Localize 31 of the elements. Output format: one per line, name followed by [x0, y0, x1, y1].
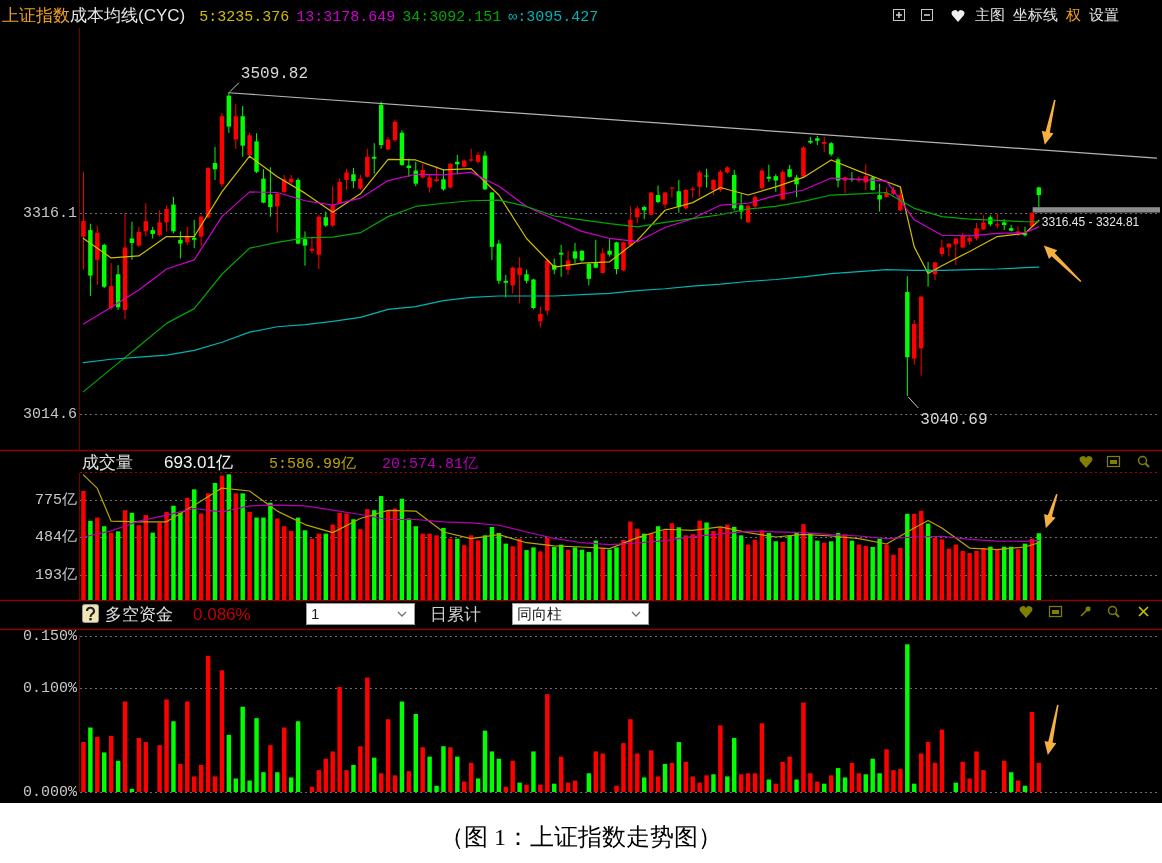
y-tick-label: 0.000%	[22, 784, 78, 801]
chart-subtitle: 0.086%	[193, 605, 251, 624]
y-tick-label: 775亿	[34, 492, 77, 509]
text: 坐标线	[1013, 6, 1058, 23]
text: 日累计	[430, 605, 481, 624]
text: 1	[311, 605, 320, 622]
text: 设置	[1089, 6, 1119, 23]
text: 20:574.81亿	[382, 456, 479, 473]
annotation: 3509.82	[240, 64, 309, 83]
chart-title: 多空资金	[105, 605, 173, 624]
text: 13:3178.649	[296, 9, 396, 26]
text: 权	[1065, 6, 1081, 23]
y-tick-label: 484亿	[34, 529, 77, 546]
text: ∞:3095.427	[508, 9, 599, 26]
text: 主图	[975, 6, 1005, 23]
band-label: 3316.45 - 3324.81	[1041, 214, 1140, 229]
y-tick-label: 3014.6	[22, 406, 77, 423]
chart-title: 上证指数	[2, 6, 70, 25]
text: （图 1：上证指数走势图）	[440, 824, 722, 850]
series-label: 5:586.99亿	[269, 456, 357, 473]
text: 5:3235.376	[199, 9, 290, 26]
y-tick-label: 0.150%	[22, 628, 78, 645]
chart-subtitle: 693.01亿	[164, 453, 233, 472]
y-tick-label: 193亿	[34, 567, 77, 584]
chart-title: 成交量	[82, 453, 133, 472]
text: 34:3092.151	[402, 9, 502, 26]
text: 同向柱	[517, 605, 562, 622]
chart-subtitle: 成本均线(CYC)	[70, 6, 186, 25]
annotation: 3040.69	[920, 411, 988, 430]
y-tick-label: 0.100%	[22, 680, 78, 697]
y-tick-label: 3316.1	[22, 205, 77, 222]
